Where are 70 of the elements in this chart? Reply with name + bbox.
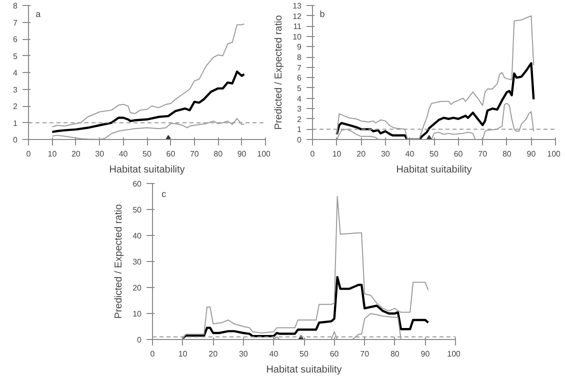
x-axis-title: Habitat suitability <box>396 164 472 176</box>
y-tick-label: 12 <box>292 12 302 21</box>
x-tick-label: 80 <box>390 350 400 358</box>
y-tick-label: 9 <box>297 42 302 52</box>
y-tick-label: 3 <box>13 85 18 94</box>
y-tick-label: 5 <box>13 52 18 61</box>
y-tick-label: 1 <box>297 125 302 134</box>
y-tick-label: 5 <box>297 84 302 93</box>
y-tick-label: 2 <box>13 102 18 111</box>
y-axis-title: Predicted / Expected ratio <box>114 204 125 319</box>
y-axis-title: Predicted / Expected ratio <box>274 14 285 130</box>
x-tick-label: 70 <box>190 150 200 158</box>
x-tick-label: 10 <box>178 350 188 358</box>
y-tick-label: 1 <box>13 118 18 128</box>
x-tick-label: 30 <box>238 350 248 358</box>
y-tick-label: 40 <box>132 232 142 240</box>
x-tick-label: 90 <box>526 150 536 158</box>
x-tick-label: 100 <box>547 150 562 158</box>
x-tick-label: 70 <box>478 150 488 158</box>
x-tick-label: 40 <box>269 350 279 358</box>
x-tick-label: 50 <box>430 150 439 158</box>
x-tick-label: 30 <box>95 150 105 158</box>
x-tick-label: 40 <box>405 150 415 158</box>
x-tick-label: 80 <box>502 150 512 158</box>
y-tick-label: 0 <box>297 136 302 144</box>
x-tick-label: 40 <box>118 150 128 158</box>
x-axis-title: Habitat suitability <box>109 164 185 176</box>
y-tick-label: 4 <box>13 68 18 78</box>
x-tick-label: 100 <box>447 350 462 358</box>
x-tick-label: 30 <box>380 150 390 158</box>
annotation: b <box>320 8 325 19</box>
x-tick-label: 10 <box>332 150 342 158</box>
y-tick-label: 6 <box>297 74 302 83</box>
y-tick-label: 60 <box>132 180 142 188</box>
y-tick-label: 20 <box>132 284 142 292</box>
y-tick-label: 50 <box>132 206 142 214</box>
x-axis-title: Habitat suitability <box>266 364 342 376</box>
x-tick-label: 80 <box>214 150 224 158</box>
x-tick-label: 60 <box>454 150 464 158</box>
y-tick-label: 0 <box>13 136 18 144</box>
y-tick-label: 10 <box>292 32 302 42</box>
y-tick-label: 10 <box>132 310 142 318</box>
y-tick-label: 8 <box>297 53 302 62</box>
annotation: c <box>162 189 167 200</box>
y-tick-label: 7 <box>13 18 18 28</box>
y-tick-label: 3 <box>297 104 302 114</box>
y-tick-label: 13 <box>292 2 302 10</box>
y-tick-label: 30 <box>132 258 142 266</box>
x-tick-label: 20 <box>208 350 218 358</box>
x-tick-label: 90 <box>237 150 247 158</box>
x-tick-label: 0 <box>310 150 316 158</box>
x-tick-label: 50 <box>142 150 152 158</box>
x-tick-label: 60 <box>166 150 176 158</box>
x-tick-label: 0 <box>26 150 32 158</box>
annotation: a <box>36 8 41 19</box>
x-tick-label: 0 <box>150 350 156 358</box>
y-tick-label: 7 <box>297 63 302 72</box>
x-tick-label: 20 <box>356 150 366 158</box>
y-tick-label: 0 <box>137 336 142 344</box>
y-tick-label: 2 <box>297 114 302 124</box>
y-tick-label: 4 <box>297 94 302 104</box>
x-tick-label: 100 <box>257 150 272 158</box>
y-tick-label: 8 <box>13 2 18 10</box>
x-tick-label: 60 <box>330 350 340 358</box>
x-tick-label: 90 <box>420 350 430 358</box>
y-tick-label: 6 <box>13 35 18 44</box>
x-tick-label: 70 <box>360 350 370 358</box>
y-tick-label: 11 <box>293 22 302 32</box>
x-tick-label: 20 <box>71 150 81 158</box>
x-tick-label: 10 <box>48 150 58 158</box>
